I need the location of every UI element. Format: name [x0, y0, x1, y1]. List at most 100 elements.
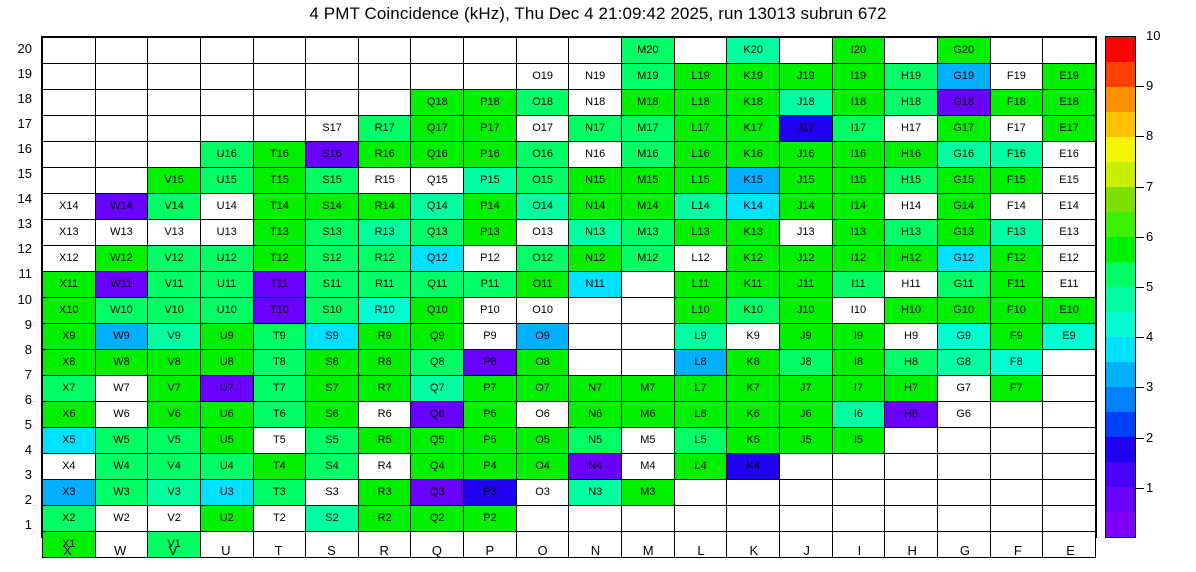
heatmap-cell-i18[interactable]: I18 [831, 89, 886, 116]
heatmap-cell-n12[interactable]: N12 [568, 245, 623, 272]
heatmap-cell-w14[interactable]: W14 [94, 193, 149, 220]
heatmap-cell-empty[interactable] [778, 37, 833, 64]
heatmap-cell-f19[interactable]: F19 [989, 63, 1044, 90]
heatmap-cell-empty[interactable] [936, 479, 991, 506]
heatmap-cell-e18[interactable]: E18 [1042, 89, 1096, 116]
heatmap-cell-empty[interactable] [831, 531, 886, 558]
heatmap-cell-p14[interactable]: P14 [463, 193, 517, 220]
heatmap-cell-m13[interactable]: M13 [621, 219, 675, 246]
heatmap-cell-x10[interactable]: X10 [42, 297, 96, 324]
heatmap-cell-r15[interactable]: R15 [357, 167, 412, 194]
heatmap-cell-o3[interactable]: O3 [515, 479, 570, 506]
heatmap-cell-l13[interactable]: L13 [673, 219, 728, 246]
heatmap-cell-empty[interactable] [147, 115, 201, 142]
heatmap-cell-h6[interactable]: H6 [884, 401, 938, 428]
heatmap-cell-m16[interactable]: M16 [621, 141, 675, 168]
heatmap-cell-e10[interactable]: E10 [1042, 297, 1096, 324]
heatmap-cell-r16[interactable]: R16 [357, 141, 412, 168]
heatmap-cell-empty[interactable] [778, 479, 833, 506]
heatmap-cell-k5[interactable]: K5 [726, 427, 780, 454]
heatmap-cell-o10[interactable]: O10 [515, 297, 570, 324]
heatmap-cell-j15[interactable]: J15 [778, 167, 833, 194]
heatmap-cell-t15[interactable]: T15 [252, 167, 307, 194]
heatmap-cell-w12[interactable]: W12 [94, 245, 149, 272]
heatmap-cell-e13[interactable]: E13 [1042, 219, 1096, 246]
heatmap-cell-empty[interactable] [199, 63, 254, 90]
heatmap-cell-j13[interactable]: J13 [778, 219, 833, 246]
heatmap-cell-i13[interactable]: I13 [831, 219, 886, 246]
heatmap-cell-j10[interactable]: J10 [778, 297, 833, 324]
heatmap-cell-g12[interactable]: G12 [936, 245, 991, 272]
heatmap-cell-empty[interactable] [1042, 453, 1096, 480]
heatmap-cell-x5[interactable]: X5 [42, 427, 96, 454]
heatmap-cell-empty[interactable] [989, 37, 1044, 64]
heatmap-cell-i19[interactable]: I19 [831, 63, 886, 90]
heatmap-cell-empty[interactable] [357, 37, 412, 64]
heatmap-cell-v7[interactable]: V7 [147, 375, 201, 402]
heatmap-cell-n17[interactable]: N17 [568, 115, 623, 142]
heatmap-cell-g8[interactable]: G8 [936, 349, 991, 376]
heatmap-cell-empty[interactable] [673, 531, 728, 558]
heatmap-cell-empty[interactable] [1042, 37, 1096, 64]
heatmap-cell-q7[interactable]: Q7 [410, 375, 465, 402]
heatmap-cell-u15[interactable]: U15 [199, 167, 254, 194]
heatmap-cell-s2[interactable]: S2 [305, 505, 359, 532]
heatmap-cell-k7[interactable]: K7 [726, 375, 780, 402]
heatmap-cell-empty[interactable] [147, 63, 201, 90]
heatmap-cell-empty[interactable] [147, 37, 201, 64]
heatmap-cell-m7[interactable]: M7 [621, 375, 675, 402]
heatmap-cell-h9[interactable]: H9 [884, 323, 938, 350]
heatmap-cell-empty[interactable] [463, 531, 517, 558]
heatmap-cell-s17[interactable]: S17 [305, 115, 359, 142]
heatmap-cell-v3[interactable]: V3 [147, 479, 201, 506]
heatmap-cell-v15[interactable]: V15 [147, 167, 201, 194]
heatmap-cell-o7[interactable]: O7 [515, 375, 570, 402]
heatmap-cell-empty[interactable] [568, 531, 623, 558]
heatmap-cell-u8[interactable]: U8 [199, 349, 254, 376]
heatmap-cell-g19[interactable]: G19 [936, 63, 991, 90]
heatmap-cell-p9[interactable]: P9 [463, 323, 517, 350]
heatmap-cell-n6[interactable]: N6 [568, 401, 623, 428]
heatmap-cell-i12[interactable]: I12 [831, 245, 886, 272]
heatmap-cell-r3[interactable]: R3 [357, 479, 412, 506]
heatmap-cell-i6[interactable]: I6 [831, 401, 886, 428]
heatmap-cell-s7[interactable]: S7 [305, 375, 359, 402]
heatmap-cell-empty[interactable] [94, 115, 149, 142]
heatmap-cell-k19[interactable]: K19 [726, 63, 780, 90]
heatmap-cell-w3[interactable]: W3 [94, 479, 149, 506]
heatmap-cell-g20[interactable]: G20 [936, 37, 991, 64]
heatmap-cell-q14[interactable]: Q14 [410, 193, 465, 220]
heatmap-cell-l16[interactable]: L16 [673, 141, 728, 168]
heatmap-cell-p15[interactable]: P15 [463, 167, 517, 194]
heatmap-cell-empty[interactable] [936, 531, 991, 558]
heatmap-cell-h12[interactable]: H12 [884, 245, 938, 272]
heatmap-cell-empty[interactable] [357, 531, 412, 558]
heatmap-cell-v2[interactable]: V2 [147, 505, 201, 532]
heatmap-cell-w4[interactable]: W4 [94, 453, 149, 480]
heatmap-cell-u4[interactable]: U4 [199, 453, 254, 480]
heatmap-cell-f16[interactable]: F16 [989, 141, 1044, 168]
heatmap-cell-empty[interactable] [252, 89, 307, 116]
heatmap-cell-k13[interactable]: K13 [726, 219, 780, 246]
heatmap-cell-v6[interactable]: V6 [147, 401, 201, 428]
heatmap-cell-w6[interactable]: W6 [94, 401, 149, 428]
heatmap-cell-s11[interactable]: S11 [305, 271, 359, 298]
heatmap-cell-p3[interactable]: P3 [463, 479, 517, 506]
heatmap-cell-empty[interactable] [252, 37, 307, 64]
heatmap-cell-t10[interactable]: T10 [252, 297, 307, 324]
heatmap-cell-i15[interactable]: I15 [831, 167, 886, 194]
heatmap-cell-empty[interactable] [884, 479, 938, 506]
heatmap-cell-r5[interactable]: R5 [357, 427, 412, 454]
heatmap-cell-q6[interactable]: Q6 [410, 401, 465, 428]
heatmap-cell-x7[interactable]: X7 [42, 375, 96, 402]
heatmap-cell-q10[interactable]: Q10 [410, 297, 465, 324]
heatmap-cell-empty[interactable] [989, 401, 1044, 428]
heatmap-cell-s14[interactable]: S14 [305, 193, 359, 220]
heatmap-cell-empty[interactable] [42, 115, 96, 142]
heatmap-cell-q17[interactable]: Q17 [410, 115, 465, 142]
heatmap-cell-e9[interactable]: E9 [1042, 323, 1096, 350]
heatmap-cell-f15[interactable]: F15 [989, 167, 1044, 194]
heatmap-cell-i14[interactable]: I14 [831, 193, 886, 220]
heatmap-cell-empty[interactable] [252, 531, 307, 558]
heatmap-cell-o16[interactable]: O16 [515, 141, 570, 168]
